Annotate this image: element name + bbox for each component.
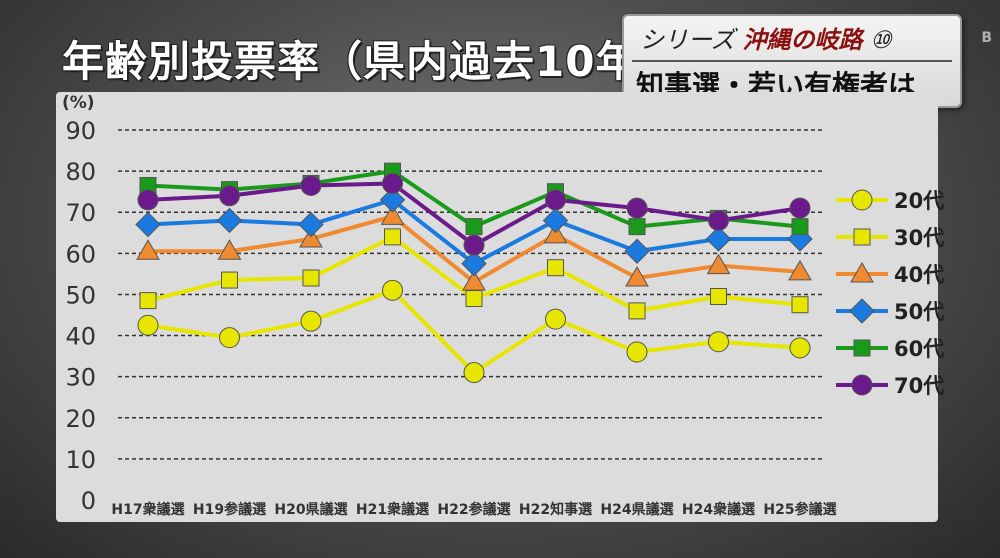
data-point bbox=[547, 259, 564, 277]
y-tick-label: 0 bbox=[81, 487, 96, 515]
data-point bbox=[137, 314, 159, 336]
data-point bbox=[300, 175, 322, 196]
data-point bbox=[708, 209, 729, 231]
data-point bbox=[136, 239, 160, 260]
broadcaster-logo: B bbox=[981, 30, 992, 46]
series-label: シリーズ 沖縄の岐路 ⑩ bbox=[640, 20, 892, 55]
y-axis-label: (%) bbox=[62, 93, 95, 113]
series-divider bbox=[632, 60, 952, 62]
data-point bbox=[299, 226, 323, 248]
data-point bbox=[221, 271, 238, 289]
data-point bbox=[216, 207, 243, 234]
data-point bbox=[463, 234, 485, 256]
legend-marker bbox=[853, 339, 871, 357]
data-point bbox=[384, 228, 401, 246]
data-point bbox=[219, 185, 240, 207]
data-point bbox=[542, 207, 569, 234]
legend-marker bbox=[850, 262, 874, 283]
x-tick-label: H19参議選 bbox=[193, 501, 266, 518]
y-tick-label: 30 bbox=[65, 364, 96, 392]
x-tick-label: H22参議選 bbox=[437, 501, 510, 518]
y-tick-label: 40 bbox=[65, 323, 96, 351]
data-point bbox=[626, 197, 648, 219]
legend-label: 60代 bbox=[894, 337, 944, 361]
data-point bbox=[300, 310, 322, 332]
legend-marker bbox=[849, 298, 875, 324]
data-point bbox=[626, 341, 648, 363]
data-point bbox=[465, 290, 483, 308]
data-point bbox=[461, 250, 487, 277]
data-point bbox=[219, 327, 240, 349]
x-tick-label: H24県議選 bbox=[600, 501, 673, 518]
legend-label: 30代 bbox=[894, 226, 944, 250]
x-tick-label: H20県議選 bbox=[274, 501, 347, 518]
y-tick-label: 10 bbox=[65, 446, 96, 474]
data-point bbox=[791, 296, 809, 314]
legend-label: 20代 bbox=[894, 189, 944, 213]
data-point bbox=[465, 218, 483, 236]
series-number: ⑩ bbox=[870, 26, 892, 54]
legend-marker bbox=[853, 228, 871, 246]
x-tick-label: H21衆議選 bbox=[356, 501, 429, 518]
y-tick-label: 60 bbox=[65, 240, 96, 268]
chart-panel bbox=[56, 92, 938, 522]
data-point bbox=[628, 302, 646, 320]
data-point bbox=[705, 226, 732, 252]
data-point bbox=[791, 218, 809, 236]
data-point bbox=[139, 292, 157, 310]
data-point bbox=[628, 218, 646, 236]
y-tick-label: 20 bbox=[65, 405, 96, 433]
data-point bbox=[708, 331, 729, 353]
y-tick-label: 80 bbox=[65, 158, 96, 186]
data-point bbox=[380, 204, 405, 225]
data-point bbox=[706, 253, 731, 275]
data-point bbox=[462, 270, 486, 291]
data-point bbox=[545, 189, 566, 211]
x-tick-label: H24衆議選 bbox=[682, 501, 755, 518]
series-caption-box: シリーズ 沖縄の岐路 ⑩ 知事選・若い有権者は bbox=[622, 14, 962, 108]
x-tick-label: H22知事選 bbox=[519, 501, 592, 518]
data-point bbox=[625, 266, 649, 287]
data-point bbox=[135, 211, 161, 238]
x-tick-label: H17衆議選 bbox=[111, 501, 184, 518]
data-point bbox=[545, 308, 566, 330]
data-point bbox=[302, 269, 320, 287]
legend-label: 50代 bbox=[894, 300, 944, 324]
data-point bbox=[789, 197, 811, 219]
data-point bbox=[788, 259, 812, 281]
data-point bbox=[382, 172, 403, 194]
data-point bbox=[137, 189, 159, 211]
series-label-text: シリーズ bbox=[640, 26, 735, 54]
data-point bbox=[543, 222, 568, 244]
legend-label: 40代 bbox=[894, 263, 944, 287]
series-name: 沖縄の岐路 bbox=[742, 25, 863, 54]
data-point bbox=[624, 238, 650, 264]
y-tick-label: 90 bbox=[65, 117, 96, 145]
data-point bbox=[379, 187, 406, 213]
data-point bbox=[217, 239, 242, 260]
data-point bbox=[382, 279, 403, 301]
y-tick-label: 70 bbox=[65, 199, 96, 227]
data-point bbox=[298, 211, 324, 238]
page-title: 年齢別投票率（県内過去10年 bbox=[62, 37, 639, 86]
data-point bbox=[463, 362, 485, 384]
legend-label: 70代 bbox=[894, 374, 944, 398]
legend-marker bbox=[851, 374, 873, 396]
x-tick-label: H25参議選 bbox=[763, 501, 836, 518]
data-point bbox=[710, 288, 727, 305]
y-tick-label: 50 bbox=[65, 281, 96, 309]
data-point bbox=[789, 337, 811, 359]
legend-marker bbox=[851, 189, 873, 211]
